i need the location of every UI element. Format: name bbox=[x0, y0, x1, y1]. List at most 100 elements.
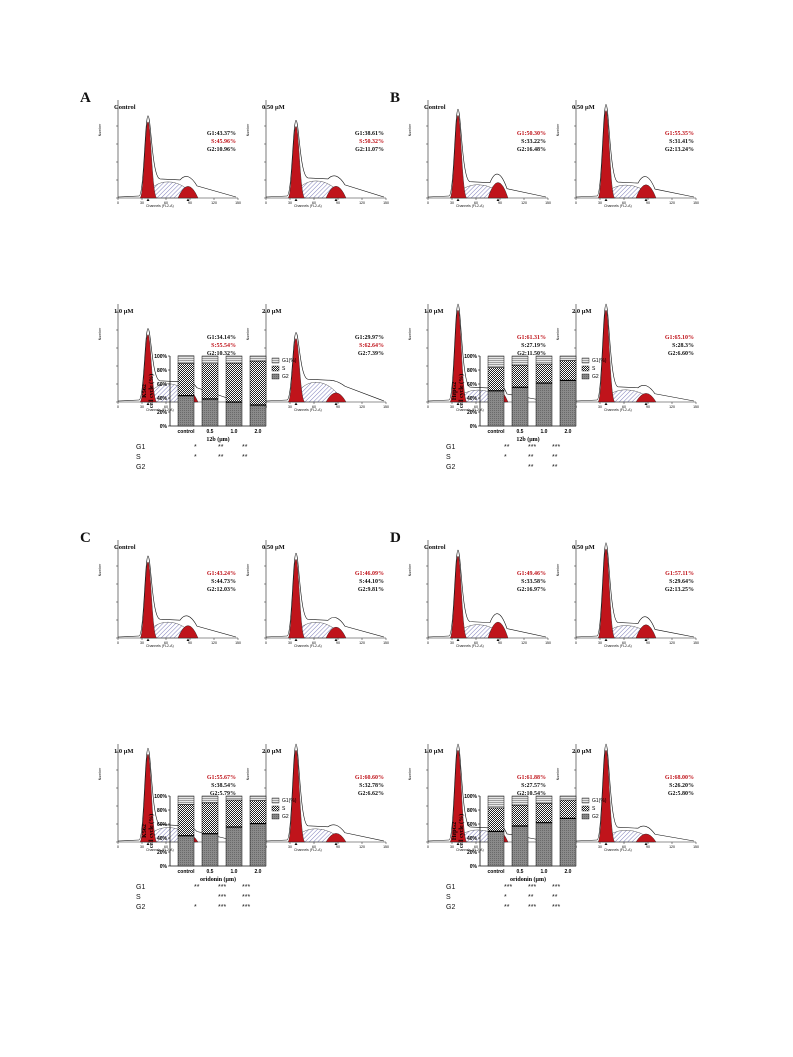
significance-marker: * bbox=[194, 444, 197, 451]
bar-x-axis-label: oridonin (μm) bbox=[510, 876, 546, 883]
significance-row: S * ** ** bbox=[446, 894, 626, 904]
significance-marker: ** bbox=[504, 444, 510, 451]
peak-marker bbox=[334, 402, 338, 405]
bar-g1 bbox=[535, 382, 553, 427]
x-tick-label: 60 bbox=[312, 845, 316, 849]
legend-swatch bbox=[271, 357, 280, 364]
bar-s bbox=[559, 360, 577, 381]
g2-peak bbox=[487, 182, 509, 199]
peak-marker bbox=[456, 198, 460, 201]
legend-swatch bbox=[581, 357, 590, 364]
y-tick-label: 0% bbox=[470, 424, 478, 430]
significance-marker: ** bbox=[528, 454, 534, 461]
significance-row: G1 ** *** *** bbox=[136, 884, 316, 894]
x-tick-label: 0 bbox=[117, 845, 119, 849]
x-tick-label: 2.0 bbox=[255, 429, 262, 435]
g1-percentage: G1:43.37% bbox=[206, 131, 236, 137]
fitted-envelope bbox=[265, 332, 385, 402]
x-tick-label: 60 bbox=[312, 201, 316, 205]
significance-row-label: G2 bbox=[446, 904, 456, 911]
y-axis-label: Number bbox=[556, 563, 561, 577]
bar-s bbox=[177, 804, 195, 836]
significance-marker: *** bbox=[528, 884, 537, 891]
significance-marker: *** bbox=[528, 904, 537, 911]
g1-percentage: G1:43.24% bbox=[206, 571, 236, 577]
s-percentage: S:28.3% bbox=[672, 343, 694, 349]
g1-percentage: G1:65.10% bbox=[664, 335, 694, 341]
legend-swatch bbox=[581, 797, 590, 804]
g2-percentage: G2:13.25% bbox=[664, 587, 694, 593]
y-tick-label: 100% bbox=[154, 354, 167, 360]
condition-label: 2.0 μM bbox=[572, 748, 592, 755]
y-tick-label: 0% bbox=[470, 864, 478, 870]
x-tick-label: 150 bbox=[383, 201, 389, 205]
g1-peak bbox=[287, 126, 306, 199]
x-tick-label: 60 bbox=[622, 641, 626, 645]
histogram-plot: 0 30 60 90 120 150 bbox=[426, 100, 551, 205]
bar-chart-svg: 0% 20% 40% 60% 80% 100% control 0.5 1.0 2.0 12b (μ… bbox=[452, 354, 607, 443]
y-tick-label: 20% bbox=[467, 850, 478, 856]
y-tick-label: 100% bbox=[464, 794, 477, 800]
histogram-plot: 0 30 60 90 120 150 bbox=[264, 540, 389, 645]
bar-y-axis-label: cell cycle (%) bbox=[458, 374, 465, 408]
x-tick-label: 60 bbox=[164, 845, 168, 849]
y-tick-label: 60% bbox=[157, 382, 168, 388]
x-tick-label: 30 bbox=[598, 201, 602, 205]
x-tick-label: 2.0 bbox=[255, 869, 262, 875]
g2-percentage: G2:16.48% bbox=[516, 147, 546, 153]
bar-g1 bbox=[249, 404, 267, 427]
x-tick-label: 120 bbox=[669, 641, 675, 645]
y-axis-label: Number bbox=[246, 767, 251, 781]
x-tick-label: 90 bbox=[646, 845, 650, 849]
g1-peak bbox=[449, 749, 468, 843]
legend-label: S bbox=[282, 366, 286, 372]
x-tick-label: 30 bbox=[140, 405, 144, 409]
bar-s bbox=[487, 807, 505, 832]
legend-swatch bbox=[581, 813, 590, 820]
g2-percentage: G2:6.62% bbox=[357, 791, 384, 797]
x-tick-label: 60 bbox=[312, 405, 316, 409]
bar-g2 bbox=[225, 355, 243, 364]
g2-percentage: G2:6.60% bbox=[667, 351, 694, 357]
x-tick-label: 30 bbox=[288, 845, 292, 849]
x-tick-label: 0 bbox=[427, 405, 429, 409]
g1-peak bbox=[597, 309, 616, 403]
x-tick-label: 1.0 bbox=[231, 869, 238, 875]
x-axis-label: Channels (FL2-A) bbox=[456, 408, 484, 412]
significance-marker: ** bbox=[552, 894, 558, 901]
significance-marker: *** bbox=[528, 444, 537, 451]
significance-marker: *** bbox=[552, 904, 561, 911]
histogram: 0 30 60 90 120 150 0.50 μM G1:38.61% S:50.32% G2:… bbox=[246, 98, 389, 210]
x-tick-label: 60 bbox=[474, 201, 478, 205]
g1-percentage: G1:61.88% bbox=[516, 775, 546, 781]
x-tick-label: 2.0 bbox=[565, 429, 572, 435]
x-tick-label: 1.0 bbox=[541, 429, 548, 435]
g2-peak bbox=[487, 621, 509, 639]
x-tick-label: 30 bbox=[598, 405, 602, 409]
bar-g2 bbox=[249, 355, 267, 362]
x-tick-label: 0 bbox=[427, 845, 429, 849]
x-tick-label: 30 bbox=[450, 201, 454, 205]
significance-row-label: S bbox=[136, 894, 141, 901]
significance-row-label: S bbox=[446, 454, 451, 461]
condition-label: 0.50 μM bbox=[262, 544, 285, 551]
x-axis-label: Channels (FL2-A) bbox=[604, 408, 632, 412]
x-axis-label: Channels (FL2-A) bbox=[146, 644, 174, 648]
fitted-envelope bbox=[575, 303, 695, 402]
x-tick-label: 60 bbox=[164, 641, 168, 645]
histogram-plot: 0 30 60 90 120 150 bbox=[264, 100, 389, 205]
peak-marker bbox=[294, 638, 298, 641]
fitted-envelope bbox=[117, 555, 237, 638]
y-tick-label: 20% bbox=[157, 850, 168, 856]
significance-row-label: G1 bbox=[136, 884, 146, 891]
x-tick-label: 30 bbox=[140, 201, 144, 205]
bar-s bbox=[177, 363, 195, 396]
significance-table: G1 *** *** *** S * ** ** G2 ** *** *** bbox=[446, 884, 626, 914]
g2-peak bbox=[635, 624, 657, 639]
panel-letter: B bbox=[390, 90, 401, 106]
legend-label: G1(%) bbox=[282, 798, 297, 804]
x-tick-label: 90 bbox=[336, 201, 340, 205]
x-tick-label: 90 bbox=[646, 641, 650, 645]
significance-marker: *** bbox=[242, 904, 251, 911]
g2-percentage: G2:10.96% bbox=[206, 147, 236, 153]
